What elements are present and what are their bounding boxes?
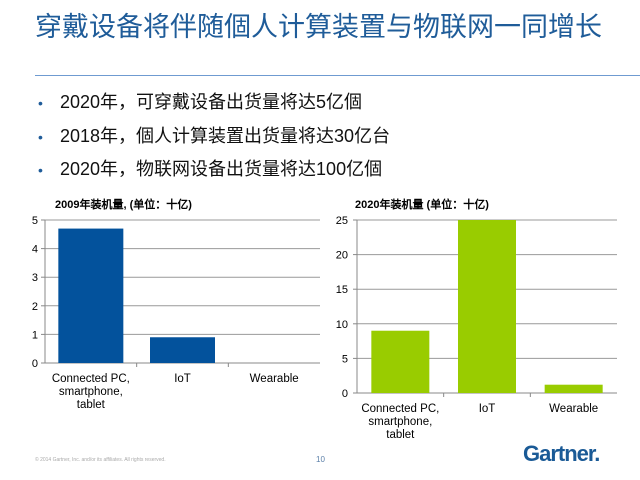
chart-title: 2009年装机量, (单位：十亿) <box>55 197 192 211</box>
y-tick-label: 10 <box>336 319 348 331</box>
bar <box>150 337 215 363</box>
y-tick-label: 5 <box>342 353 348 365</box>
y-tick-label: 15 <box>336 284 348 296</box>
y-tick-label: 2 <box>32 301 38 313</box>
chart-title: 2020年装机量 (单位：十亿) <box>355 197 489 211</box>
y-tick-label: 1 <box>32 329 38 341</box>
bullet-list: • 2020年，可穿戴设备出货量将达5亿個 • 2018年，個人计算装置出货量将达3… <box>38 86 390 187</box>
page-number: 10 <box>316 455 325 464</box>
title-divider <box>35 75 640 76</box>
bar <box>458 220 516 393</box>
y-tick-label: 20 <box>336 250 348 262</box>
y-tick-label: 25 <box>336 215 348 227</box>
bullet-item: • 2018年，個人计算装置出货量将达30亿台 <box>38 120 390 154</box>
bullet-icon: • <box>38 95 43 111</box>
y-tick-label: 5 <box>32 215 38 227</box>
y-tick-label: 3 <box>32 272 38 284</box>
y-tick-label: 4 <box>32 244 38 256</box>
x-tick-label: tablet <box>386 429 415 441</box>
y-tick-label: 0 <box>32 358 38 370</box>
x-tick-label: Connected PC, <box>52 373 130 385</box>
bullet-item: • 2020年，物联网设备出货量将达100亿個 <box>38 153 390 187</box>
bullet-icon: • <box>38 128 43 145</box>
slide-title: 穿戴设备将伴随個人计算装置与物联网一同增长 <box>35 12 602 42</box>
x-tick-label: tablet <box>77 399 106 411</box>
x-tick-label: smartphone, <box>59 386 123 398</box>
copyright: © 2014 Gartner, Inc. and/or its affiliat… <box>35 457 166 463</box>
bullet-icon: • <box>38 162 43 178</box>
bar <box>371 330 430 393</box>
gartner-logo: Gartner. <box>523 441 600 466</box>
y-tick-label: 0 <box>342 388 348 400</box>
x-tick-label: Connected PC, <box>361 403 439 415</box>
bar <box>544 384 603 393</box>
x-tick-label: IoT <box>479 403 496 415</box>
x-tick-label: smartphone, <box>368 416 432 428</box>
bullet-item: • 2020年，可穿戴设备出货量将达5亿個 <box>38 86 390 120</box>
x-tick-label: Wearable <box>549 403 598 415</box>
x-tick-label: Wearable <box>250 373 299 385</box>
bar <box>58 228 124 363</box>
x-tick-label: IoT <box>174 373 191 385</box>
